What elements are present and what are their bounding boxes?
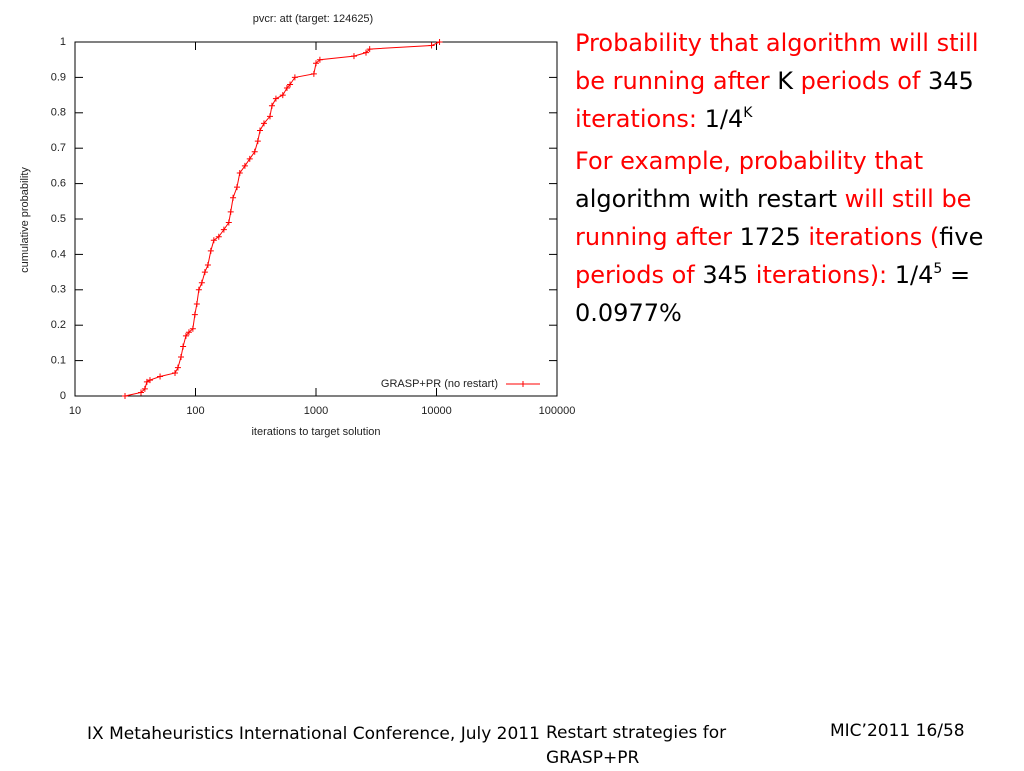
point-marker	[195, 286, 202, 293]
chart-title: pvcr: att (target: 124625)	[253, 13, 373, 25]
point-marker	[363, 49, 370, 56]
point-marker	[220, 226, 227, 233]
chart: pvcr: att (target: 124625) iterations to…	[19, 13, 575, 438]
y-tick-label: 0.1	[51, 355, 66, 367]
point-marker	[428, 42, 435, 49]
point-marker	[204, 262, 211, 269]
point-marker	[191, 311, 198, 318]
point-marker	[316, 56, 323, 63]
x-tick-label: 10	[69, 405, 81, 417]
point-marker	[207, 247, 214, 254]
text-run: 1/4	[696, 105, 744, 133]
point-marker	[283, 85, 290, 92]
point-marker	[143, 378, 150, 385]
point-marker	[291, 74, 298, 81]
legend-label: GRASP+PR (no restart)	[381, 378, 498, 390]
point-marker	[141, 385, 148, 392]
point-marker	[350, 53, 357, 60]
y-tick-label: 0.6	[51, 178, 66, 190]
point-marker	[198, 279, 205, 286]
text-run: Probability that algorithm will still be…	[575, 29, 979, 95]
text-run: periods of	[575, 261, 703, 289]
x-tick-label: 1000	[304, 405, 328, 417]
x-tick-label: 100000	[539, 405, 575, 417]
text-run: 1725	[739, 223, 809, 251]
point-marker	[172, 369, 179, 376]
point-marker	[178, 354, 184, 361]
point-marker	[146, 377, 153, 384]
point-marker	[210, 237, 217, 244]
text-run: iterations (	[808, 223, 940, 251]
note-2: For example, probability that algorithm …	[575, 142, 1015, 332]
x-axis-label: iterations to target solution	[251, 426, 380, 438]
point-marker	[260, 120, 267, 127]
point-marker	[241, 162, 248, 169]
notes: Probability that algorithm will still be…	[575, 24, 1015, 336]
y-tick-label: 1	[60, 36, 66, 48]
point-marker	[366, 46, 373, 53]
text-run: 345	[928, 67, 974, 95]
point-marker	[246, 155, 253, 162]
footer-conference: IX Metaheuristics International Conferen…	[87, 724, 540, 744]
point-marker	[279, 92, 286, 99]
y-tick-label: 0.3	[51, 284, 66, 296]
legend-marker	[520, 381, 526, 387]
note-1: Probability that algorithm will still be…	[575, 24, 1015, 138]
point-marker	[251, 148, 258, 155]
point-marker	[272, 95, 279, 102]
point-marker	[254, 138, 261, 145]
point-marker	[236, 169, 243, 176]
point-marker	[182, 332, 189, 339]
point-marker	[313, 60, 319, 67]
point-marker	[180, 343, 187, 350]
footer-page: MIC’2011 16/58	[830, 721, 965, 741]
point-marker	[215, 233, 222, 240]
point-marker	[174, 364, 181, 371]
point-marker	[257, 127, 264, 134]
y-tick-label: 0.5	[51, 213, 66, 225]
point-marker	[233, 184, 240, 191]
point-marker	[436, 39, 443, 45]
plot-frame	[74, 41, 558, 397]
x-tick-label: 100	[186, 405, 204, 417]
text-run: 1/4	[887, 261, 934, 289]
text-run: will still be running after	[575, 185, 972, 251]
point-marker	[122, 393, 129, 399]
text-run: iterations:	[575, 105, 697, 133]
footer-topic: Restart strategies for GRASP+PR	[546, 723, 727, 768]
point-marker	[268, 102, 275, 109]
text-run: five	[939, 223, 984, 251]
x-tick-label: 10000	[421, 405, 452, 417]
point-marker	[185, 329, 192, 336]
point-marker	[138, 389, 145, 396]
text-run: For example, probability that	[575, 147, 924, 175]
point-marker	[201, 269, 208, 276]
point-marker	[310, 70, 317, 77]
point-marker	[225, 219, 232, 226]
superscript: K	[743, 105, 753, 121]
point-marker	[157, 373, 164, 380]
text-run: periods of	[793, 67, 929, 95]
y-tick-label: 0.4	[51, 248, 66, 260]
y-tick-label: 0.9	[51, 71, 66, 83]
text-run: K	[777, 67, 794, 95]
superscript: 5	[933, 261, 943, 277]
point-marker	[266, 113, 273, 120]
y-tick-label: 0.7	[51, 142, 66, 154]
point-marker	[287, 81, 294, 88]
y-tick-label: 0.2	[51, 319, 66, 331]
text-run: algorithm with restart	[575, 185, 845, 213]
y-axis-label: cumulative probability	[19, 167, 31, 273]
point-marker	[189, 325, 196, 332]
text-run: 345	[702, 261, 756, 289]
text-run: iterations):	[755, 261, 888, 289]
point-marker	[230, 194, 237, 201]
point-marker	[193, 300, 200, 307]
point-marker	[227, 208, 234, 215]
y-tick-label: 0	[60, 390, 66, 402]
text-run: = 0.0977%	[575, 261, 971, 327]
y-tick-label: 0.8	[51, 107, 66, 119]
